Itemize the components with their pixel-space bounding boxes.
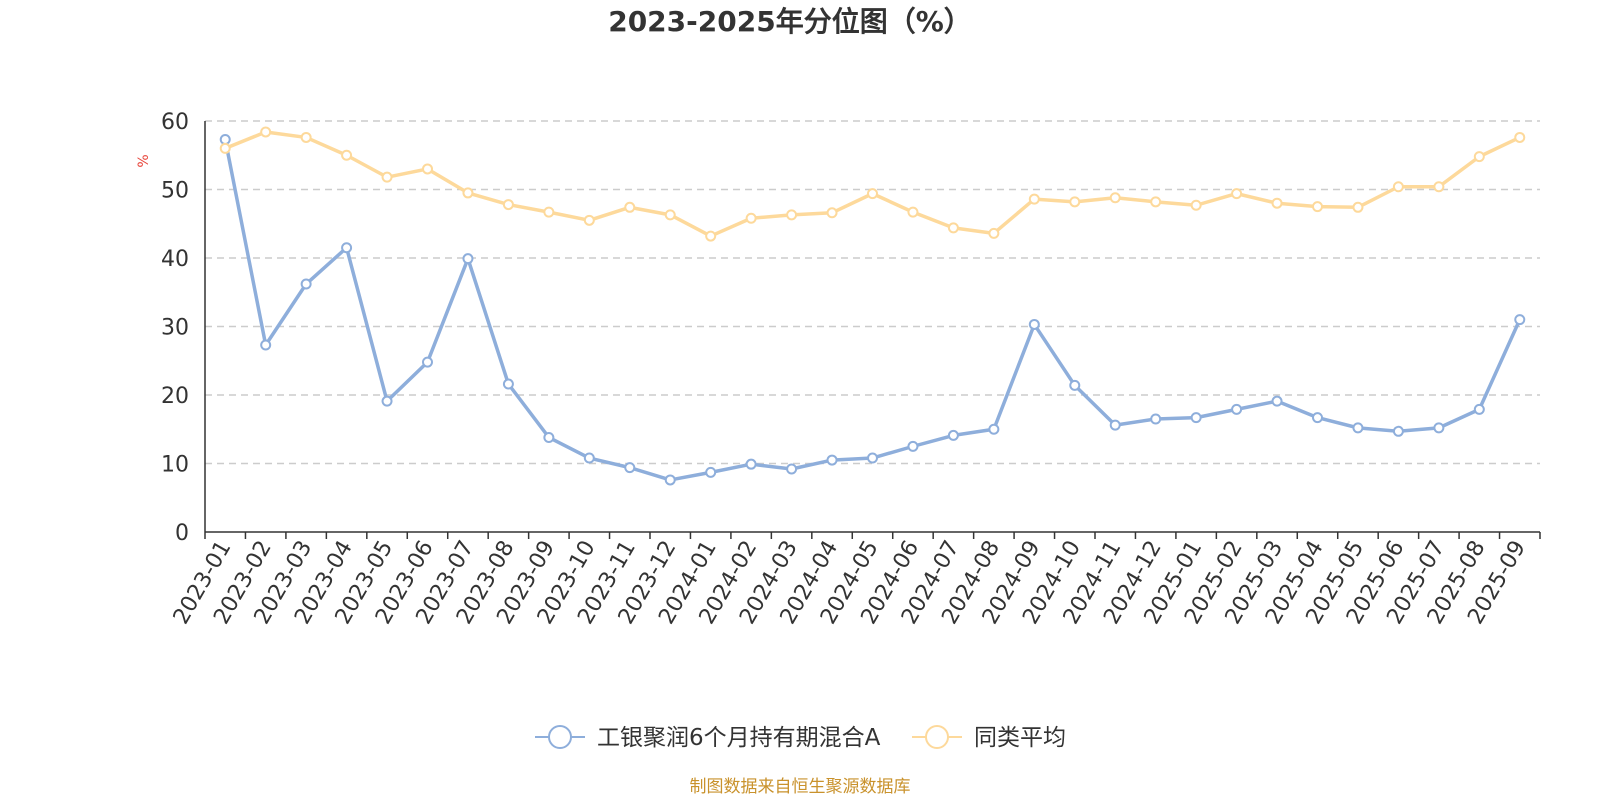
data-point — [300, 131, 312, 143]
data-point — [1514, 314, 1526, 326]
y-tick-label: 10 — [161, 453, 189, 478]
data-point — [260, 126, 272, 138]
data-point — [1150, 413, 1162, 425]
data-point — [583, 214, 595, 226]
data-point — [1028, 193, 1040, 205]
data-point — [745, 212, 757, 224]
legend-item: 同类平均 — [912, 725, 1066, 751]
data-point — [947, 429, 959, 441]
data-point — [1473, 151, 1485, 163]
data-point — [624, 462, 636, 474]
data-point — [1109, 419, 1121, 431]
legend-item: 工银聚润6个月持有期混合A — [535, 725, 881, 751]
data-point — [867, 452, 878, 464]
data-point — [1231, 403, 1243, 415]
legend-marker — [548, 725, 572, 749]
legend-label: 同类平均 — [974, 725, 1066, 751]
data-point — [381, 395, 393, 407]
data-point — [1028, 318, 1040, 330]
y-tick-label: 40 — [161, 247, 189, 272]
y-tick-label: 0 — [175, 521, 189, 546]
data-point — [1514, 131, 1526, 143]
data-point — [826, 454, 838, 466]
data-point — [907, 440, 919, 452]
series-1 — [219, 126, 1526, 242]
data-point — [1231, 188, 1243, 200]
data-point — [1069, 196, 1081, 208]
data-point — [341, 149, 353, 161]
data-point — [462, 253, 474, 265]
data-point — [1312, 412, 1323, 424]
data-point — [341, 242, 353, 254]
data-point — [867, 188, 878, 200]
data-point — [1433, 181, 1445, 193]
data-point — [502, 378, 514, 390]
data-point — [543, 206, 555, 218]
data-point — [705, 466, 717, 478]
data-point — [543, 431, 555, 443]
data-point — [219, 133, 231, 145]
data-point — [1352, 201, 1364, 213]
data-point — [826, 207, 838, 219]
series-line — [224, 130, 1521, 238]
data-point — [583, 452, 595, 464]
y-tick-label: 50 — [161, 179, 189, 204]
data-point — [1271, 395, 1283, 407]
data-point — [260, 339, 272, 351]
data-point — [1150, 196, 1162, 208]
data-point — [462, 187, 474, 199]
legend: 工银聚润6个月持有期混合A 同类平均 — [535, 725, 1066, 751]
series-lines — [219, 126, 1526, 486]
data-point — [219, 142, 231, 154]
y-tick-label: 20 — [161, 384, 189, 409]
data-point — [745, 458, 757, 470]
data-point — [1190, 199, 1202, 211]
data-point — [786, 209, 798, 221]
data-point — [422, 356, 433, 368]
data-point — [947, 222, 959, 234]
data-point — [1190, 412, 1202, 424]
data-point — [422, 163, 433, 175]
data-point — [1473, 403, 1485, 415]
legend-label: 工银聚润6个月持有期混合A — [597, 725, 881, 751]
data-point — [664, 474, 676, 486]
y-tick-label: 60 — [161, 110, 189, 135]
data-point — [988, 227, 1000, 239]
data-point — [1392, 181, 1404, 193]
data-point — [786, 463, 798, 475]
data-point — [1109, 192, 1121, 204]
data-point — [624, 201, 636, 213]
chart-title: 2023-2025年分位图（%） — [608, 5, 972, 38]
axes: 01020304050602023-012023-022023-032023-0… — [161, 110, 1541, 629]
data-point — [381, 171, 393, 183]
legend-marker — [925, 725, 949, 749]
grid-lines — [205, 120, 1540, 465]
data-point — [300, 278, 312, 290]
data-point — [988, 423, 1000, 435]
source-note: 制图数据来自恒生聚源数据库 — [690, 777, 911, 797]
y-tick-label: 30 — [161, 316, 189, 341]
data-point — [502, 199, 514, 211]
data-point — [1392, 425, 1404, 437]
data-point — [1352, 422, 1364, 434]
data-point — [1312, 201, 1323, 213]
data-point — [705, 230, 717, 242]
data-point — [1433, 422, 1445, 434]
data-point — [1069, 379, 1081, 391]
series-0 — [219, 133, 1526, 486]
data-point — [1271, 197, 1283, 209]
data-point — [664, 209, 676, 221]
data-point — [907, 206, 919, 218]
y-axis-unit-label: % — [136, 154, 152, 167]
